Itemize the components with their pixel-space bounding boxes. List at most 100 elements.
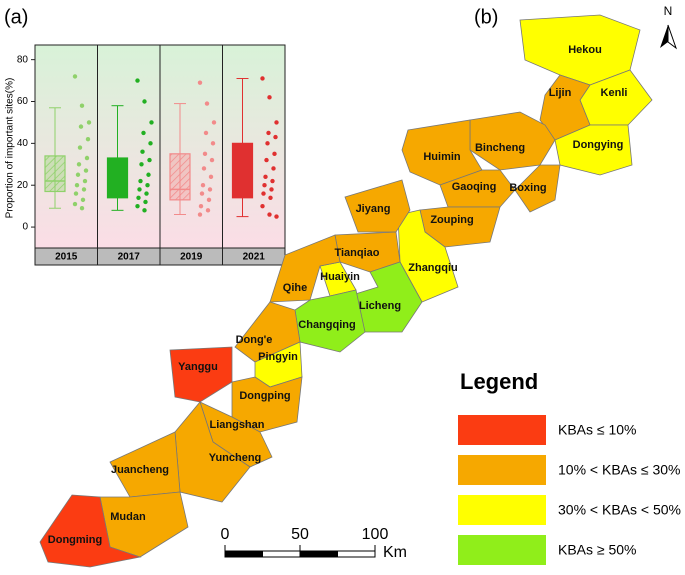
point [145, 183, 150, 188]
point [211, 120, 217, 125]
point [74, 183, 80, 188]
legend-swatch [458, 495, 546, 525]
county [469, 111, 556, 171]
county [344, 179, 411, 233]
point [75, 172, 81, 177]
scale-label: 0 [221, 526, 230, 543]
county-label: Dongming [48, 534, 102, 546]
scale-segment [262, 550, 301, 558]
point [197, 80, 203, 85]
legend-label: 10% < KBAs ≤ 30% [558, 462, 680, 478]
point [207, 187, 213, 192]
point [142, 208, 147, 213]
box [169, 153, 191, 201]
scale-segment [337, 550, 376, 558]
legend-title: Legend [460, 369, 538, 394]
y-tick-label: 0 [22, 222, 28, 233]
county-label: Lijin [549, 87, 572, 99]
county-label: Dongying [573, 139, 624, 151]
point [267, 212, 272, 217]
county-label: Jiyang [356, 203, 391, 215]
point [274, 214, 279, 219]
y-axis-label: Proportion of important sites(%) [5, 78, 16, 219]
county-label: Yanggu [178, 361, 218, 373]
county-label: Mudan [110, 511, 146, 523]
scale-segment [224, 550, 263, 558]
point [81, 187, 87, 192]
point [267, 95, 272, 100]
point [262, 183, 267, 188]
y-tick-label: 80 [17, 54, 29, 65]
county-label: Licheng [359, 300, 401, 312]
x-tick-label: 2019 [180, 252, 203, 263]
county [99, 491, 189, 558]
y-tick-label: 20 [17, 180, 29, 191]
point [199, 191, 205, 196]
point [264, 157, 269, 163]
point [72, 201, 78, 207]
scale-segment [299, 550, 338, 558]
county [514, 164, 561, 213]
point [137, 187, 142, 192]
x-tick-label: 2021 [243, 252, 266, 263]
point [77, 145, 83, 150]
county [169, 346, 233, 403]
legend-label: KBAs ≤ 10% [558, 422, 637, 438]
point [140, 149, 145, 154]
point [142, 99, 147, 104]
point [78, 124, 84, 129]
point [265, 141, 270, 146]
point [205, 208, 211, 213]
point [210, 141, 216, 146]
point [79, 206, 85, 211]
county-label: Changqing [298, 319, 355, 331]
county-label: Dong'e [236, 334, 273, 346]
point [79, 103, 85, 108]
point [272, 151, 277, 157]
point [208, 174, 214, 180]
panel-label: (b) [474, 6, 498, 28]
county-label: Tianqiao [334, 247, 379, 259]
x-tick-label: 2015 [55, 252, 78, 263]
y-tick-label: 40 [17, 138, 29, 149]
point [203, 130, 209, 136]
county-label: Huimin [423, 151, 461, 163]
county-label: Huaiyin [320, 271, 360, 283]
county-label: Qihe [283, 282, 307, 294]
point [144, 191, 149, 196]
point [76, 162, 82, 167]
panel-label: (a) [4, 6, 28, 28]
x-tick-label: 2017 [118, 252, 141, 263]
point [139, 162, 144, 167]
point [147, 157, 152, 163]
point [263, 174, 268, 180]
point [83, 168, 89, 173]
county-label: Pingyin [258, 351, 298, 363]
point [200, 183, 206, 188]
y-tick-label: 60 [17, 96, 29, 107]
county-label: Hekou [568, 44, 602, 56]
point [271, 166, 276, 171]
county-label: Kenli [601, 87, 628, 99]
county [294, 289, 366, 353]
box [44, 155, 66, 193]
point [143, 199, 148, 205]
county-label: Liangshan [209, 419, 264, 431]
point [201, 166, 207, 171]
county-label: Dongping [239, 390, 290, 402]
point [260, 76, 265, 81]
point [141, 130, 146, 136]
point [270, 178, 275, 184]
point [197, 212, 203, 217]
point [136, 195, 141, 200]
scale-unit: Km [383, 544, 407, 561]
point [84, 155, 90, 161]
point [85, 136, 91, 142]
point [135, 78, 140, 83]
legend-swatch [458, 415, 546, 445]
point [198, 203, 204, 209]
county [39, 494, 142, 568]
point [266, 130, 271, 136]
point [261, 191, 266, 196]
